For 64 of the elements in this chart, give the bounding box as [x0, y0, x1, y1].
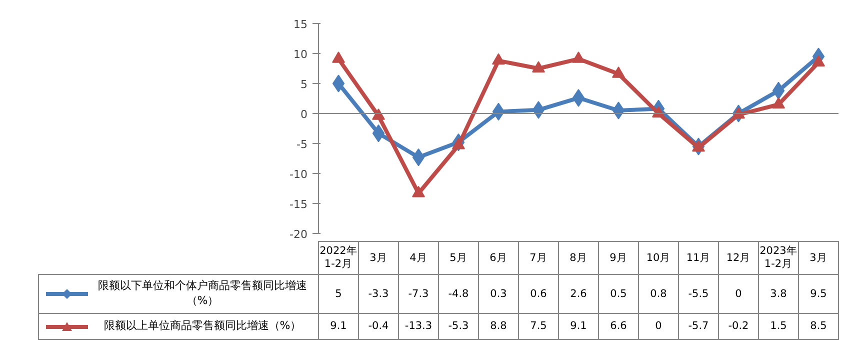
data-label: 8.8: [478, 314, 518, 340]
data-label: 0.3: [478, 274, 518, 314]
data-label: 1.5: [758, 314, 798, 340]
data-label: 3.8: [758, 274, 798, 314]
data-label: -5.5: [678, 274, 718, 314]
point: [772, 82, 785, 100]
y-tick-label: 5: [300, 78, 308, 91]
point: [612, 102, 625, 120]
data-label: 0: [638, 314, 678, 340]
point: [332, 51, 345, 63]
point: [332, 74, 345, 92]
x-tick-label: 4月: [398, 242, 438, 274]
legend-label: 限额以上单位商品零售额同比增速（%）: [102, 319, 302, 334]
data-label: 6.6: [598, 314, 638, 340]
point: [572, 89, 585, 107]
point: [372, 124, 385, 142]
x-tick-label: 8月: [558, 242, 598, 274]
point: [612, 66, 625, 78]
y-tick-label: 15: [294, 18, 308, 31]
data-label: 9.1: [558, 314, 598, 340]
point: [532, 101, 545, 119]
x-tick-label: 7月: [518, 242, 558, 274]
data-label: -13.3: [398, 314, 438, 340]
data-label: -5.3: [438, 314, 478, 340]
data-label: 9.5: [798, 274, 838, 314]
legend-label: 限额以下单位和个体户商品零售额同比增速（%）: [97, 279, 308, 309]
y-tick-label: -5: [296, 138, 308, 151]
data-label: 2.6: [558, 274, 598, 314]
data-label: 9.1: [318, 314, 358, 340]
data-label: 8.5: [798, 314, 838, 340]
point: [492, 102, 505, 121]
x-tick-label: 3月: [798, 242, 838, 274]
data-label: 0.5: [598, 274, 638, 314]
x-tick-label: 5月: [438, 242, 478, 274]
point: [572, 51, 585, 63]
x-tick-label: 10月: [638, 242, 678, 274]
data-label: -0.4: [358, 314, 398, 340]
x-tick-label: 11月: [678, 242, 718, 274]
x-tick-label: 2022年 1-2月: [318, 242, 358, 274]
point: [492, 53, 505, 65]
point: [812, 55, 825, 66]
y-tick-label: 10: [294, 48, 308, 61]
x-tick-label: 9月: [598, 242, 638, 274]
data-label: -0.2: [718, 314, 758, 340]
y-tick-label: -15: [290, 198, 308, 211]
data-label: -7.3: [398, 274, 438, 314]
x-tick-label: 2023年 1-2月: [758, 242, 798, 274]
data-label: -5.7: [678, 314, 718, 340]
data-label: -4.8: [438, 274, 478, 314]
point: [372, 108, 385, 120]
y-tick-label: 0: [300, 108, 308, 121]
data-label: 0.8: [638, 274, 678, 314]
point: [412, 148, 425, 166]
x-tick-label: 3月: [358, 242, 398, 274]
data-label: 0.6: [518, 274, 558, 314]
y-tick-label: -20: [290, 228, 308, 241]
data-label: -3.3: [358, 274, 398, 314]
data-label: 0: [718, 274, 758, 314]
x-tick-label: 12月: [718, 242, 758, 274]
point: [772, 97, 785, 108]
point: [532, 61, 545, 72]
data-label: 7.5: [518, 314, 558, 340]
y-tick-label: -10: [290, 168, 308, 181]
x-tick-label: 6月: [478, 242, 518, 274]
